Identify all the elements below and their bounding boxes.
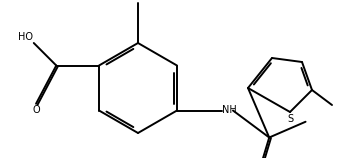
- Text: O: O: [32, 105, 40, 115]
- Text: HO: HO: [18, 32, 33, 42]
- Text: S: S: [287, 115, 293, 125]
- Text: HO: HO: [131, 0, 145, 1]
- Text: NH: NH: [222, 105, 237, 115]
